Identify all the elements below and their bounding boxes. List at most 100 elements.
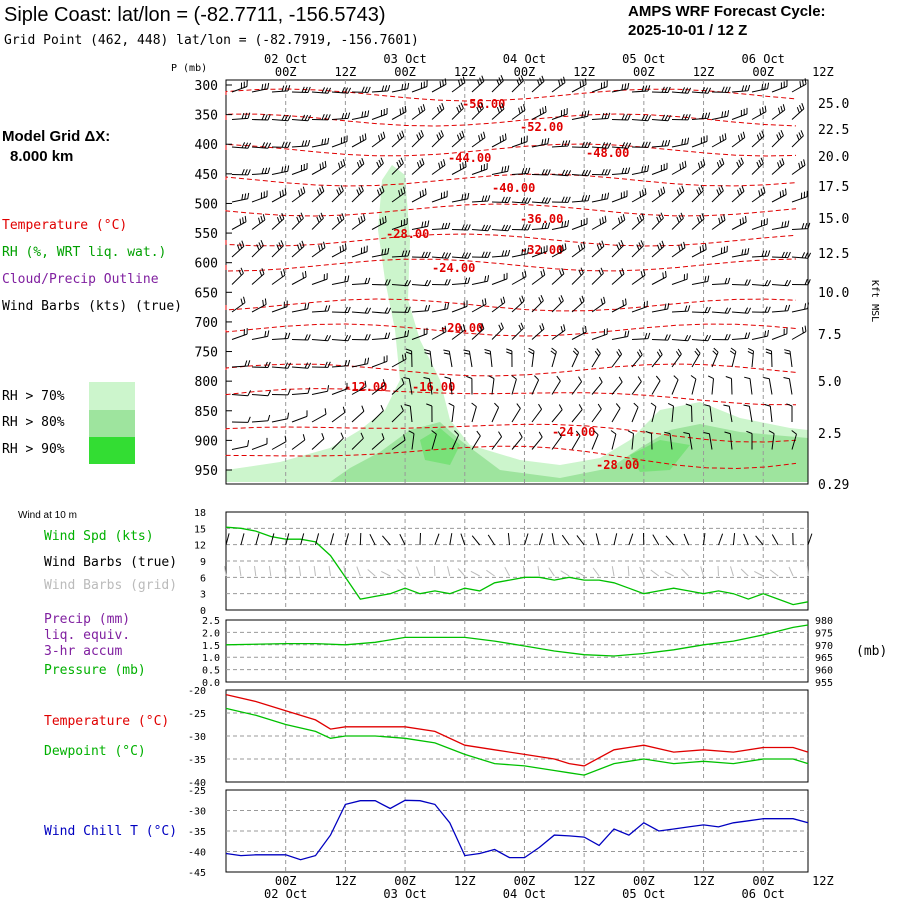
wind-barb [551,295,564,313]
wind-barb [251,361,271,368]
wind-barb [751,130,765,148]
wind-barb [251,298,267,313]
pressure-tick: 550 [195,227,218,242]
wind-barb [271,85,291,93]
surface-wind-barb [665,535,675,546]
wind-barb [431,279,451,286]
surface-wind-barb-grid [328,566,331,577]
wind-barb [271,213,285,230]
wind-barb [771,220,790,230]
wind-barb [651,139,671,148]
wind-barb [511,135,528,148]
temperature-contour-label: -52.00 [520,120,563,134]
wind-barb [763,377,773,395]
wind-barb [444,376,453,395]
wind-barb [391,130,405,148]
bottom-hour-tick: 12Z [573,874,595,888]
wind-barb [611,240,624,258]
wind-barb [403,377,413,395]
wind-barb [291,240,305,258]
bottom-hour-tick: 00Z [394,874,416,888]
wind-barb [691,348,701,368]
wind-barb [491,296,506,313]
wind-barb [731,84,751,93]
wind-barb [351,214,366,230]
wind-barb [371,379,386,395]
wind-barb [571,267,584,285]
wind-barb [711,277,731,285]
wind-barb [351,245,368,258]
wind-barb [591,240,605,258]
wind-barb [683,432,693,450]
wind-barb [611,268,625,285]
wind-barb [571,78,587,93]
wind-barb [331,112,351,120]
forecast-cycle-label: AMPS WRF Forecast Cycle: [628,3,826,20]
temperature-contour-line [225,233,797,247]
wind-barb [786,403,793,422]
surface-wind-barb [315,533,320,546]
wind-speed-tick: 9 [200,557,206,568]
wind-barb [471,163,488,175]
pressure-tick: 650 [195,286,218,301]
wind-barb [591,142,612,149]
wind-barb [351,110,370,120]
legend-rh90-label: RH > 90% [2,442,65,457]
surface-wind-barbs [224,532,813,577]
wind-barb [491,322,504,340]
wind-barb [231,80,248,93]
top-date-tick: 04 Oct [503,52,546,66]
surface-wind-barb-grid [806,565,809,577]
wind-barb [531,403,543,423]
wind-barb [591,80,608,93]
wind-barb [691,185,704,203]
pressure-line [225,624,809,657]
wind-barb [408,430,415,450]
wind-barb [610,430,617,450]
wind-barb [448,402,455,423]
bottom-hour-tick: 00Z [633,874,655,888]
wind-barb [551,108,568,120]
wind-barb [764,404,773,423]
wind-barb [404,404,413,423]
wind-barb [531,75,545,93]
rh70-swatch [89,382,135,410]
wind-barb [411,104,426,120]
temperature-contour-label: -16.00 [412,380,455,394]
temperature-contour-line [225,258,797,272]
wind-barb [391,157,404,175]
precip-tick: 0.0 [202,678,220,689]
wind-barb [251,167,271,175]
wind-barb [351,86,371,93]
wind-barb [451,430,460,450]
wind-barb [531,222,551,230]
top-date-tick: 03 Oct [383,52,426,66]
wind-barb [271,165,290,175]
legend-wind-chill: Wind Chill T (°C) [44,824,178,839]
surface-wind-barb-grid [254,566,257,577]
top-date-tick: 06 Oct [742,52,785,66]
legend-rh70-label: RH > 70% [2,389,65,404]
wind-barb [291,410,308,423]
wind-barb [331,359,351,368]
wind-barb [571,430,581,450]
wind-barb [791,190,808,203]
top-hour-tick: 00Z [394,65,416,79]
wind-barb [723,404,733,423]
wind-barb [743,404,753,423]
surface-wind-barb-grid [627,565,630,577]
wind-barb [271,332,291,340]
wind-barb [765,348,773,368]
wind-barb [231,267,244,285]
wind-barb [783,377,793,395]
temperature-tick: -25 [188,709,206,720]
wind-barb [291,139,311,148]
wind-barb [631,213,645,230]
surface-wind-barb-grid [397,569,406,577]
wind-barb [671,305,691,313]
wind-barb [791,325,807,340]
wind-barb [531,197,552,204]
wind-barb [311,334,332,342]
wind-barb [291,362,312,369]
windchill-tick: -40 [188,848,206,859]
